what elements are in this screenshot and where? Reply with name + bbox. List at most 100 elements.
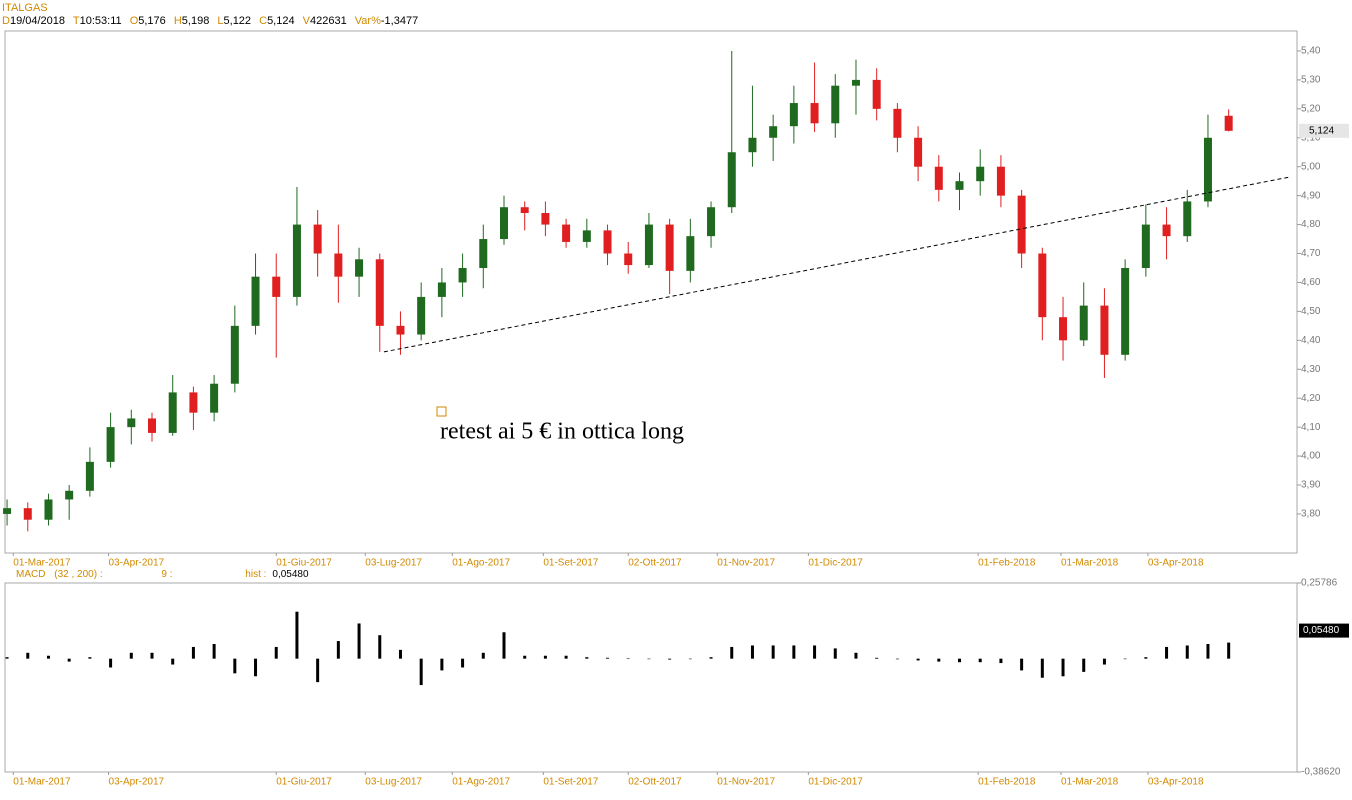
y-tick-label: -0,38620 <box>1301 767 1341 778</box>
candle-body <box>624 253 633 266</box>
hist-bar <box>1206 643 1210 659</box>
hist-bar <box>833 648 837 659</box>
hist-bar <box>398 649 402 659</box>
hist-bar <box>523 655 527 659</box>
y-tick-label: 4,00 <box>1301 451 1321 462</box>
hist-bar <box>813 645 817 659</box>
candle-body <box>851 79 860 86</box>
candle-body <box>437 282 446 297</box>
candle-body <box>541 213 550 225</box>
x-tick-label: 03-Apr-2017 <box>109 558 165 569</box>
y-tick-label: 4,20 <box>1301 393 1321 404</box>
candle-body <box>1059 317 1068 341</box>
key: C <box>259 15 268 27</box>
candle-body <box>127 418 136 428</box>
hist-bar <box>316 658 320 683</box>
hist-bar <box>419 658 423 686</box>
candle-body <box>313 224 322 254</box>
last-hist-box <box>1299 623 1349 638</box>
candle-body <box>707 207 716 237</box>
hist-bar <box>1102 658 1106 665</box>
x-tick-label: 03-Apr-2018 <box>1148 777 1204 788</box>
hist-bar <box>378 635 382 659</box>
hist-bar <box>771 645 775 659</box>
hist-bar <box>481 652 485 659</box>
last-price-box <box>1299 123 1349 138</box>
hist-bar <box>606 657 610 659</box>
candle-body <box>65 490 74 500</box>
hist-bar <box>792 645 796 659</box>
candle-body <box>1017 195 1026 254</box>
main-frame <box>4 30 1298 554</box>
y-tick-label: 4,50 <box>1301 306 1321 317</box>
hist-bar <box>1061 658 1065 677</box>
instrument: ITALGAS <box>2 2 48 14</box>
candle-body <box>210 383 219 413</box>
key: H <box>173 15 182 27</box>
value: 10:53:11 <box>79 15 122 27</box>
candle-body <box>769 126 778 138</box>
y-tick-label: 4,40 <box>1301 335 1321 346</box>
value: 5,176 <box>138 15 166 27</box>
candle-body <box>355 259 364 277</box>
hist-bar <box>709 657 713 659</box>
candle-body <box>1203 137 1212 202</box>
candle-body <box>3 508 12 514</box>
x-tick-label: 01-Giu-2017 <box>276 777 332 788</box>
candle-body <box>272 276 281 297</box>
candle-body <box>396 325 405 335</box>
macd-header: MACD (32 , 200) : 9 : hist : 0,05480 <box>16 569 315 580</box>
candle-body <box>603 230 612 254</box>
x-tick-label: 01-Mar-2017 <box>13 558 71 569</box>
hist-bar <box>191 646 195 659</box>
last-price: 5,124 <box>1309 125 1334 136</box>
key: Var% <box>354 15 381 27</box>
candle-body <box>562 224 571 242</box>
hist-bar <box>1185 645 1189 659</box>
hist-bar <box>626 658 630 659</box>
x-tick-label: 01-Mar-2017 <box>13 777 71 788</box>
x-tick-label: 01-Nov-2017 <box>717 558 775 569</box>
hist-bar <box>295 611 299 659</box>
x-tick-label: 03-Apr-2017 <box>109 777 165 788</box>
y-tick-label: 5,10 <box>1301 132 1321 143</box>
candle-body <box>292 224 301 297</box>
hist-bar <box>171 658 175 665</box>
hist-bar <box>958 658 962 663</box>
candle-body <box>914 137 923 167</box>
candle-body <box>230 325 239 384</box>
value: 19/04/2018 <box>9 15 66 27</box>
candle-body <box>334 253 343 277</box>
signal-param: 9 : <box>161 569 173 580</box>
indicator-name: MACD <box>16 569 46 580</box>
candle-body <box>934 166 943 190</box>
candle-body <box>976 166 985 182</box>
hist-bar <box>585 657 589 659</box>
candle-body <box>44 499 53 520</box>
candle-body <box>479 239 488 268</box>
candle-body <box>582 230 591 242</box>
hist-bar <box>750 645 754 659</box>
x-tick-label: 01-Giu-2017 <box>276 558 332 569</box>
key: L <box>217 15 224 27</box>
x-tick-label: 01-Mar-2018 <box>1061 558 1119 569</box>
x-tick-label: 02-Ott-2017 <box>628 777 682 788</box>
hist-bar <box>26 652 30 659</box>
hist-bar <box>233 658 237 674</box>
x-tick-label: 03-Apr-2018 <box>1148 558 1204 569</box>
key: V <box>302 15 310 27</box>
candle-body <box>1162 224 1171 237</box>
candle-body <box>644 224 653 266</box>
hist-bar <box>88 657 92 659</box>
value: 5,122 <box>223 15 252 27</box>
hist-bar <box>254 658 258 677</box>
x-tick-label: 01-Set-2017 <box>543 558 598 569</box>
hist-bar <box>1123 658 1127 660</box>
trendline <box>383 176 1291 353</box>
hist-bar <box>46 655 50 659</box>
candle-body <box>1038 253 1047 318</box>
quote-line: D19/04/2018 T10:53:11 O5,176 H5,198 L5,1… <box>2 15 423 28</box>
candle-body <box>996 166 1005 196</box>
key: T <box>72 15 80 27</box>
